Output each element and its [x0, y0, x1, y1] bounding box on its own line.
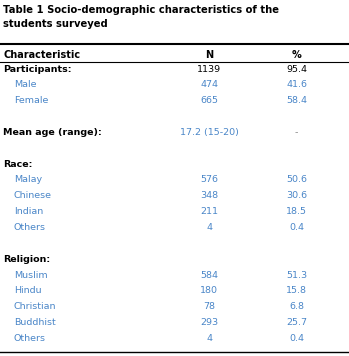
Text: 0.4: 0.4: [289, 334, 304, 343]
Text: 15.8: 15.8: [286, 286, 307, 295]
Text: 50.6: 50.6: [286, 176, 307, 184]
Text: 41.6: 41.6: [286, 80, 307, 89]
Text: 25.7: 25.7: [286, 318, 307, 327]
Text: 180: 180: [200, 286, 218, 295]
Text: Others: Others: [14, 223, 46, 232]
Text: %: %: [292, 50, 302, 60]
Text: 17.2 (15-20): 17.2 (15-20): [180, 128, 239, 137]
Text: 293: 293: [200, 318, 218, 327]
Text: 0.4: 0.4: [289, 223, 304, 232]
Text: 4: 4: [206, 223, 213, 232]
Text: 78: 78: [203, 302, 215, 311]
Text: Buddhist: Buddhist: [14, 318, 56, 327]
Text: 1139: 1139: [197, 64, 222, 74]
Text: Christian: Christian: [14, 302, 57, 311]
Text: 51.3: 51.3: [286, 271, 307, 279]
Text: 211: 211: [200, 207, 218, 216]
Text: 58.4: 58.4: [286, 96, 307, 105]
Text: Female: Female: [14, 96, 48, 105]
Text: N: N: [205, 50, 214, 60]
Text: Malay: Malay: [14, 176, 42, 184]
Text: Religion:: Religion:: [3, 255, 51, 264]
Text: Muslim: Muslim: [14, 271, 47, 279]
Text: 474: 474: [200, 80, 218, 89]
Text: Participants:: Participants:: [3, 64, 72, 74]
Text: Hindu: Hindu: [14, 286, 42, 295]
Text: 584: 584: [200, 271, 218, 279]
Text: Table 1 Socio-demographic characteristics of the
students surveyed: Table 1 Socio-demographic characteristic…: [3, 5, 280, 28]
Text: Mean age (range):: Mean age (range):: [3, 128, 102, 137]
Text: Indian: Indian: [14, 207, 43, 216]
Text: 4: 4: [206, 334, 213, 343]
Text: 18.5: 18.5: [286, 207, 307, 216]
Text: 348: 348: [200, 191, 218, 200]
Text: 95.4: 95.4: [286, 64, 307, 74]
Text: -: -: [295, 128, 298, 137]
Text: 576: 576: [200, 176, 218, 184]
Text: 665: 665: [200, 96, 218, 105]
Text: Race:: Race:: [3, 159, 33, 169]
Text: Chinese: Chinese: [14, 191, 52, 200]
Text: Others: Others: [14, 334, 46, 343]
Text: Characteristic: Characteristic: [3, 50, 81, 60]
Text: Male: Male: [14, 80, 36, 89]
Text: 30.6: 30.6: [286, 191, 307, 200]
Text: 6.8: 6.8: [289, 302, 304, 311]
